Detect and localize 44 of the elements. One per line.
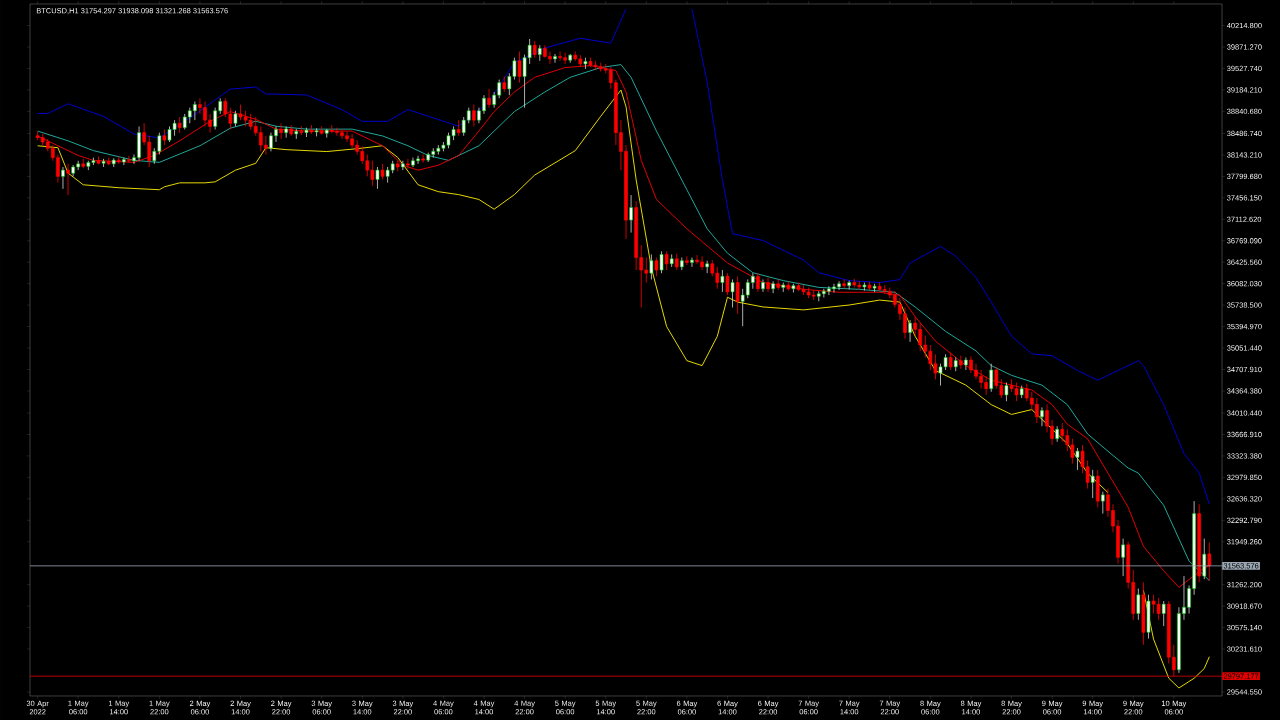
candlestick <box>756 272 760 293</box>
candlestick <box>61 166 65 190</box>
candlestick <box>964 357 968 371</box>
candlestick <box>1060 422 1065 443</box>
candlestick <box>177 116 182 134</box>
candlestick <box>299 125 304 136</box>
candlestick <box>664 250 669 271</box>
candlestick <box>406 158 410 170</box>
candlestick <box>1136 588 1141 621</box>
candlestick <box>487 88 491 109</box>
candlestick <box>553 53 557 64</box>
candlestick <box>908 319 912 343</box>
candlestick <box>766 277 770 293</box>
candlestick <box>842 279 846 290</box>
candlestick <box>735 275 740 315</box>
candlestick <box>1161 600 1166 627</box>
candlestick <box>456 119 461 137</box>
candlestick <box>1101 491 1105 515</box>
candlestick <box>1040 407 1044 427</box>
candlestick <box>654 257 659 277</box>
candlestick <box>730 279 735 308</box>
candlestick <box>659 250 664 274</box>
candlestick <box>279 122 283 140</box>
candlestick <box>1090 469 1095 499</box>
candlestick <box>421 154 425 164</box>
candlestick <box>725 272 730 296</box>
candlestick <box>517 51 522 84</box>
candlestick <box>771 280 775 294</box>
candlestick <box>1207 542 1212 582</box>
candlestick <box>1075 447 1080 471</box>
candlestick <box>761 279 765 293</box>
candlestick <box>66 163 70 196</box>
candlestick <box>720 269 725 293</box>
candlestick <box>690 257 694 268</box>
candlestick <box>685 255 689 266</box>
candlestick <box>989 363 994 393</box>
candlestick <box>1121 538 1125 577</box>
candlestick <box>1202 538 1207 580</box>
candlestick <box>127 155 131 164</box>
candlestick <box>1004 382 1009 402</box>
candlestick <box>649 254 654 280</box>
candlestick <box>375 166 380 190</box>
candlestick <box>629 194 633 233</box>
candlestick <box>472 104 476 127</box>
